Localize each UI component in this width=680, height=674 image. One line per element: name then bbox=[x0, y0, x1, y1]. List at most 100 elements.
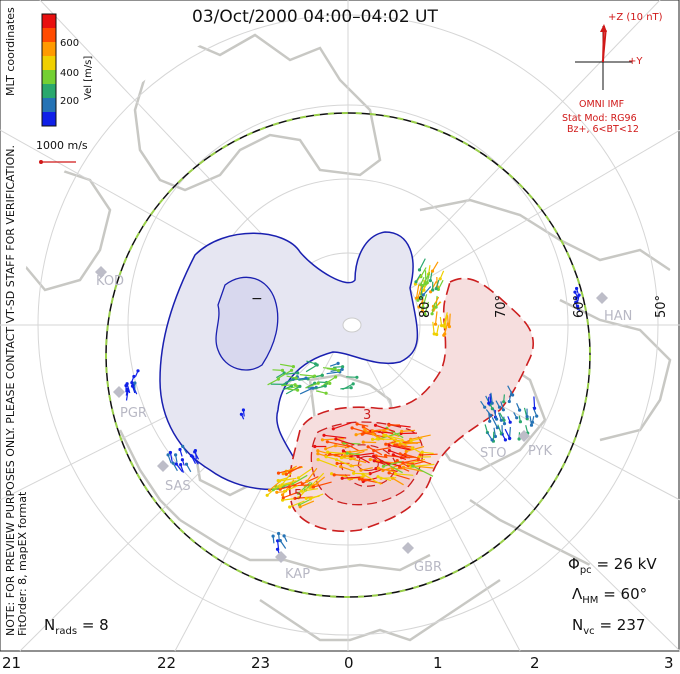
velocity-vector-origin bbox=[178, 447, 182, 452]
velocity-vector bbox=[336, 459, 355, 468]
velocity-vector bbox=[335, 445, 349, 449]
velocity-vector-origin bbox=[341, 449, 345, 453]
velocity-vector-origin bbox=[401, 465, 406, 469]
velocity-vector-origin bbox=[414, 280, 418, 284]
velocity-vector-origin bbox=[535, 414, 539, 418]
velocity-vector-origin bbox=[442, 333, 446, 337]
velocity-vector-origin bbox=[276, 471, 281, 475]
velocity-vector bbox=[410, 437, 423, 442]
velocity-vector-origin bbox=[434, 305, 438, 309]
velocity-vector bbox=[326, 367, 339, 372]
velocity-vector-origin bbox=[171, 461, 175, 465]
velocity-vector-origin bbox=[502, 418, 506, 422]
velocity-vector-origin bbox=[351, 382, 355, 386]
velocity-vector-origin bbox=[508, 420, 512, 424]
velocity-vector-origin bbox=[324, 447, 328, 451]
velocity-vector-origin bbox=[334, 375, 338, 379]
velocity-vector bbox=[323, 434, 347, 439]
velocity-vector-origin bbox=[518, 408, 522, 412]
velocity-vector-origin bbox=[404, 449, 408, 453]
n-rads-stat: Nrads = 8 bbox=[44, 616, 109, 637]
velocity-vector-origin bbox=[191, 455, 195, 459]
velocity-vector-origin bbox=[282, 534, 286, 538]
velocity-vector-origin bbox=[421, 293, 425, 297]
velocity-vector-origin bbox=[438, 277, 442, 281]
velocity-colorbar bbox=[42, 14, 56, 127]
velocity-vector-origin bbox=[322, 433, 326, 437]
velocity-vector-origin bbox=[316, 381, 320, 385]
velocity-vector bbox=[322, 438, 345, 441]
velocity-vector-origin bbox=[136, 369, 140, 373]
velocity-vector bbox=[431, 261, 439, 272]
velocity-vector bbox=[360, 467, 373, 471]
velocity-vector-origin bbox=[488, 419, 492, 423]
phi-pc-value: = 26 kV bbox=[596, 555, 657, 573]
velocity-vector bbox=[497, 424, 502, 435]
velocity-vector-origin bbox=[372, 454, 376, 458]
velocity-vector-origin bbox=[288, 505, 292, 509]
velocity-vector-origin bbox=[271, 534, 275, 538]
velocity-vector-origin bbox=[193, 449, 197, 453]
velocity-vector bbox=[333, 422, 352, 430]
velocity-vector-origin bbox=[166, 453, 170, 457]
velocity-vector-origin bbox=[487, 401, 491, 405]
velocity-vector-origin bbox=[336, 361, 340, 365]
contour-label-neg: − bbox=[251, 291, 263, 307]
velocity-vector bbox=[491, 417, 498, 428]
colorbar-tick-200: 200 bbox=[60, 96, 80, 107]
velocity-vector-origin bbox=[425, 281, 429, 285]
velocity-vector-origin bbox=[293, 383, 297, 387]
velocity-vector-origin bbox=[311, 485, 315, 489]
velocity-vector bbox=[420, 453, 438, 456]
velocity-vector-origin bbox=[423, 313, 427, 317]
velocity-vector bbox=[322, 367, 336, 370]
velocity-vector bbox=[507, 385, 514, 396]
velocity-vector bbox=[285, 372, 298, 375]
velocity-vector-origin bbox=[297, 496, 301, 500]
velocity-vector bbox=[362, 430, 378, 435]
velocity-vector bbox=[287, 388, 298, 391]
velocity-vector-origin bbox=[359, 468, 363, 472]
velocity-vector-origin bbox=[323, 384, 327, 388]
n-vc-symbol: Nvc bbox=[572, 616, 595, 637]
velocity-vector bbox=[343, 442, 361, 445]
mlt-label-0: 0 bbox=[344, 654, 354, 672]
velocity-vector-origin bbox=[340, 367, 344, 371]
lambda-hm-symbol: ΛHM bbox=[572, 585, 599, 606]
velocity-vector bbox=[437, 279, 444, 290]
velocity-vector bbox=[402, 458, 419, 464]
velocity-vector bbox=[286, 375, 297, 379]
velocity-vector-origin bbox=[341, 365, 345, 369]
velocity-vector-origin bbox=[334, 437, 338, 441]
velocity-vector-origin bbox=[490, 438, 494, 442]
velocity-vector-origin bbox=[429, 290, 433, 294]
colorbar-segment bbox=[42, 56, 56, 71]
velocity-vector-origin bbox=[384, 453, 388, 458]
radar-label-sto: STO bbox=[480, 446, 507, 461]
negative-inner-contour bbox=[215, 276, 279, 371]
velocity-vector bbox=[323, 376, 336, 386]
velocity-vector-origin bbox=[124, 384, 128, 388]
velocity-vector bbox=[267, 378, 279, 386]
velocity-vector-origin bbox=[291, 365, 295, 369]
velocity-vector-origin bbox=[281, 493, 285, 497]
velocity-vector-origin bbox=[355, 422, 359, 426]
velocity-vector bbox=[342, 476, 361, 479]
velocity-vector-origin bbox=[296, 388, 300, 392]
velocity-vector bbox=[340, 466, 356, 473]
velocity-vector-origin bbox=[174, 462, 178, 466]
velocity-vector bbox=[305, 382, 319, 389]
lat-label-80: 80° bbox=[418, 294, 433, 318]
velocity-vector bbox=[504, 428, 511, 439]
velocity-vector-origin bbox=[431, 288, 435, 292]
velocity-vector bbox=[302, 476, 319, 485]
velocity-vector-origin bbox=[577, 293, 581, 297]
velocity-vector-origin bbox=[181, 444, 185, 448]
velocity-vector-origin bbox=[290, 368, 294, 372]
velocity-vector-origin bbox=[400, 429, 404, 433]
phi-pc-symbol: Φpc bbox=[568, 555, 592, 576]
velocity-vector-origin bbox=[430, 312, 434, 316]
velocity-vector bbox=[373, 455, 390, 466]
velocity-vector-origin bbox=[525, 415, 529, 419]
velocity-vector bbox=[291, 377, 307, 381]
